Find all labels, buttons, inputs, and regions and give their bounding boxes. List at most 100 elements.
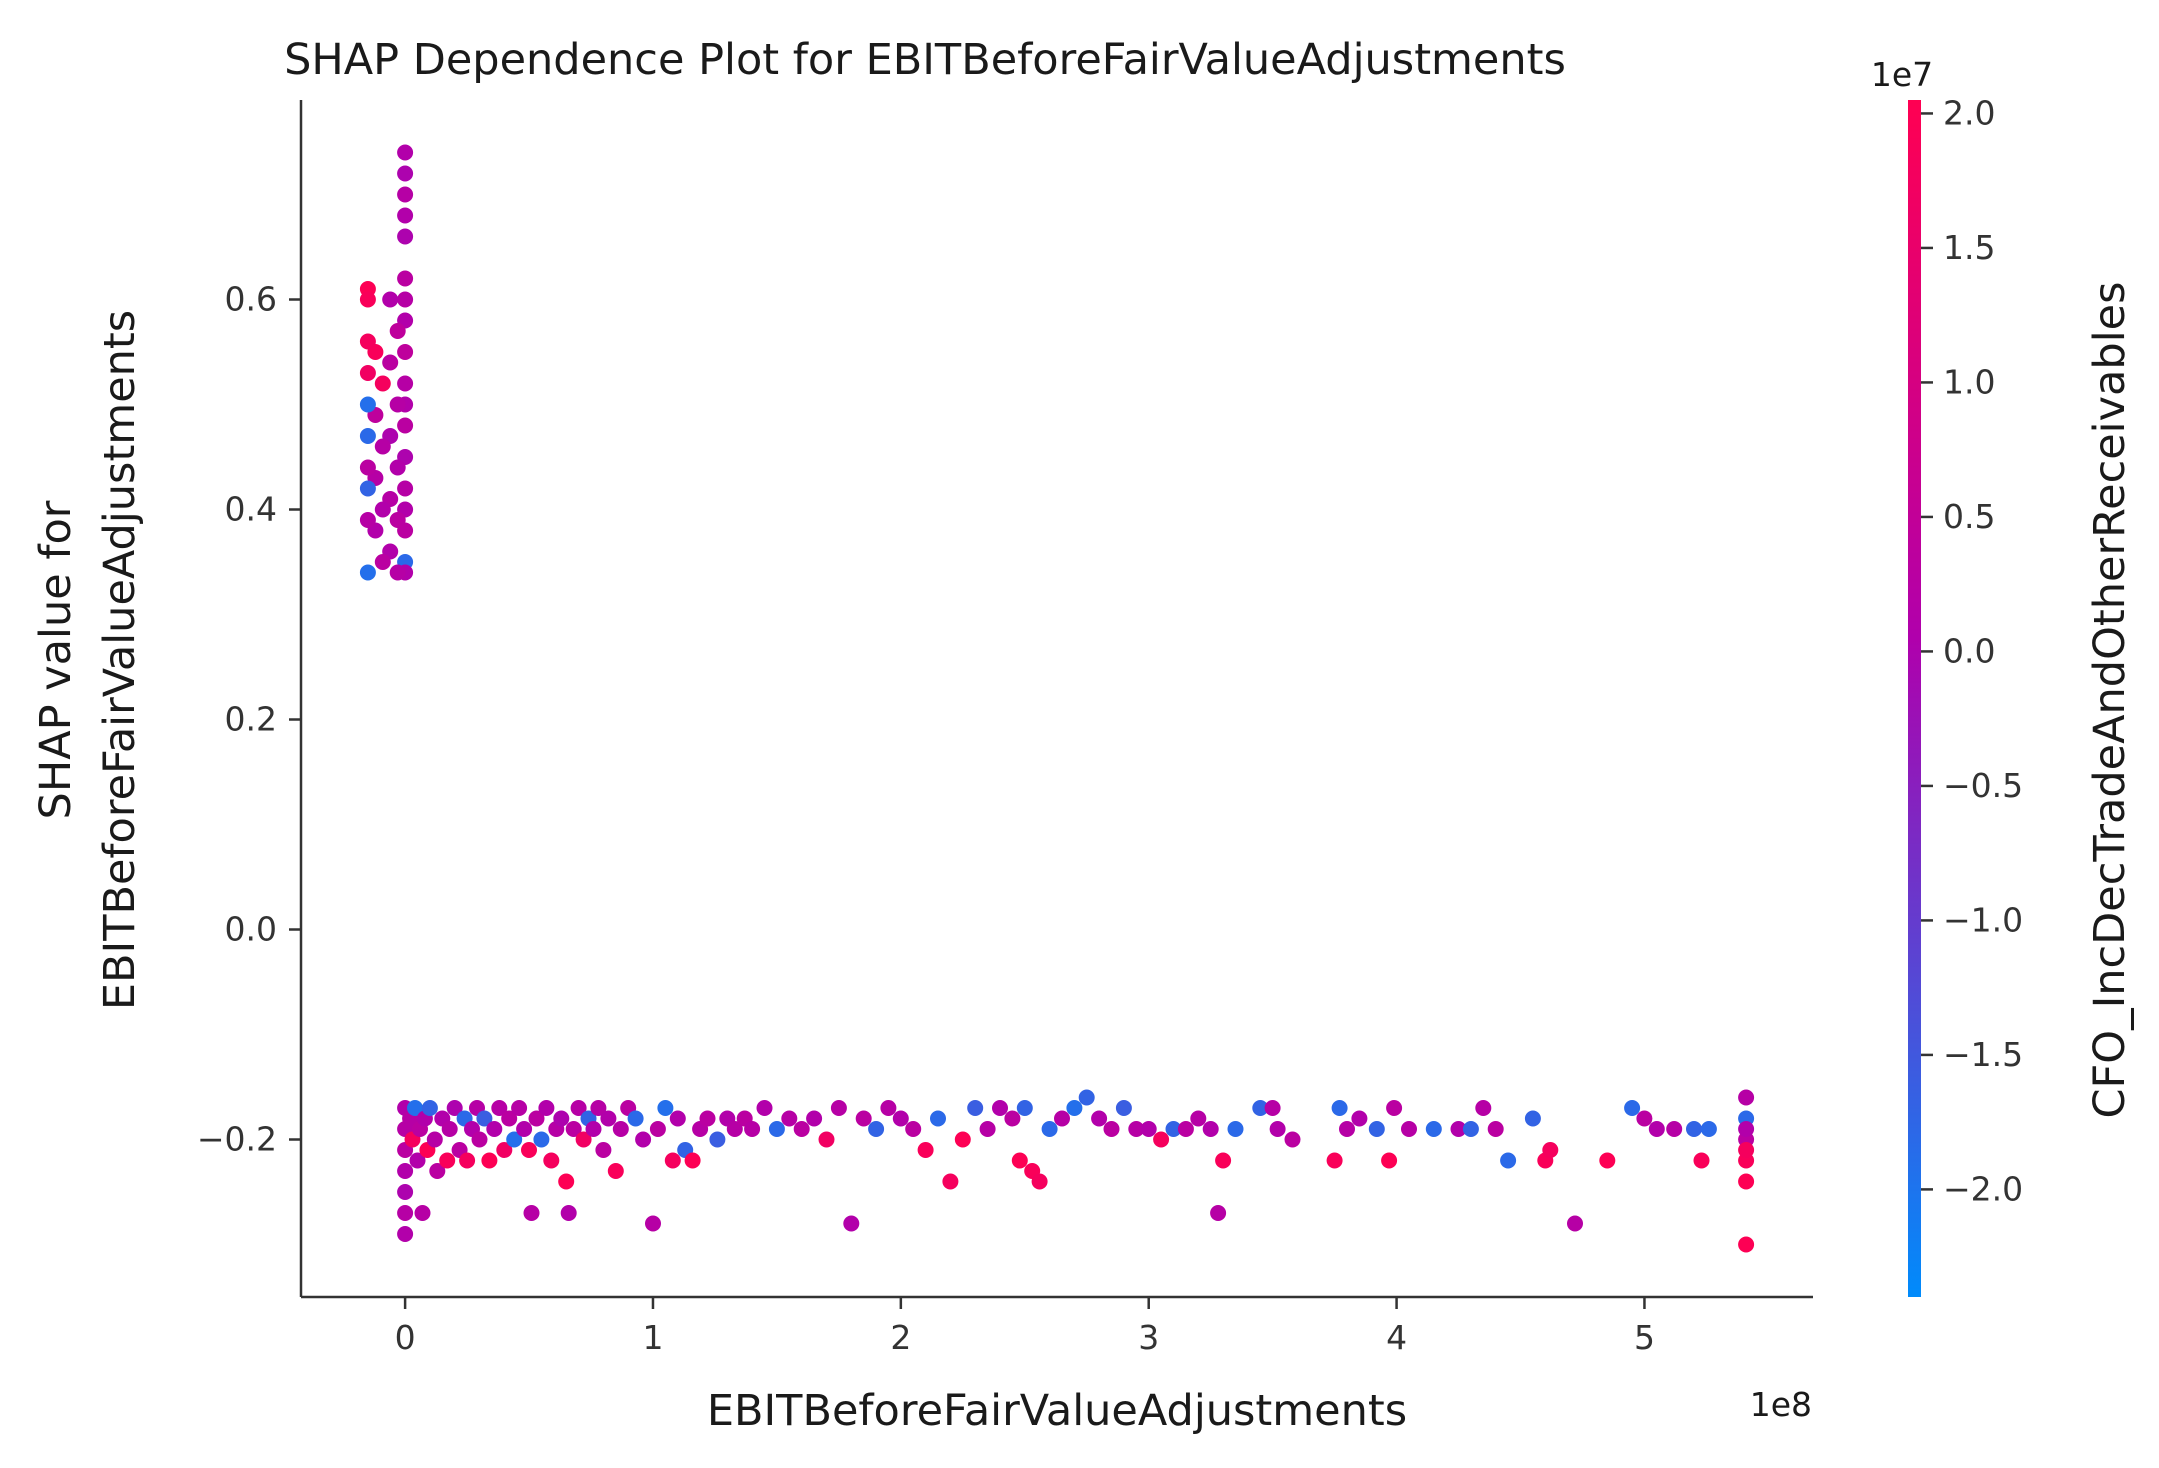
scatter-point	[521, 1142, 537, 1158]
scatter-point	[1165, 1121, 1182, 1137]
scatter-point	[429, 1163, 446, 1179]
scatter-point	[1487, 1121, 1504, 1137]
scatter-point	[930, 1110, 946, 1127]
scatter-point	[1284, 1131, 1301, 1148]
scatter-point	[1004, 1110, 1021, 1127]
scatter-point	[1016, 1100, 1033, 1116]
scatter-point	[511, 1100, 528, 1116]
scatter-point	[830, 1100, 847, 1116]
scatter-point	[657, 1100, 674, 1116]
scatter-point	[409, 1152, 426, 1169]
scatter-point	[1738, 1089, 1755, 1106]
scatter-point	[439, 1152, 456, 1169]
scatter-point	[607, 1163, 624, 1179]
scatter-point	[1401, 1121, 1417, 1137]
scatter-point	[1078, 1089, 1095, 1106]
colorbar-label: CFO_IncDecTradeAndOtherReceivables	[2085, 281, 2135, 1118]
scatter-point	[359, 291, 376, 308]
scatter-point	[1177, 1121, 1194, 1137]
scatter-point	[441, 1121, 458, 1137]
scatter-point	[359, 365, 376, 381]
colorbar-tick-label: −1.0	[1943, 900, 2023, 939]
scatter-point	[382, 291, 399, 308]
scatter-point	[397, 270, 414, 287]
scatter-point	[664, 1152, 681, 1169]
scatter-point	[374, 438, 391, 455]
y-axis-label-line-1: SHAP value for	[31, 500, 81, 819]
scatter-point	[486, 1121, 503, 1137]
scatter-point	[1103, 1121, 1120, 1137]
scatter-point	[1041, 1121, 1058, 1137]
scatter-point	[905, 1121, 922, 1137]
scatter-point	[558, 1173, 575, 1190]
scatter-point	[389, 396, 406, 413]
x-tick-label: 2	[890, 1318, 911, 1357]
x-axis-offset-label: 1e8	[1750, 1385, 1812, 1424]
scatter-point	[880, 1100, 897, 1116]
scatter-point	[389, 323, 406, 339]
scatter-point	[1475, 1100, 1492, 1116]
scatter-point	[843, 1215, 860, 1232]
scatter-point	[855, 1110, 872, 1127]
scatter-point	[1738, 1121, 1755, 1137]
scatter-point	[1368, 1121, 1385, 1137]
scatter-point	[374, 554, 391, 570]
scatter-point	[397, 207, 414, 224]
y-axis-label: SHAP value for EBITBeforeFairValueAdjust…	[31, 310, 145, 1010]
scatter-point	[359, 480, 376, 497]
scatter-point	[590, 1100, 607, 1116]
colorbar-offset-label: 1e7	[1871, 55, 1933, 94]
scatter-point	[1738, 1236, 1755, 1253]
scatter-point	[1227, 1121, 1244, 1137]
scatter-point	[1031, 1173, 1048, 1190]
scatter-point	[421, 1100, 438, 1116]
scatter-point	[565, 1121, 582, 1137]
scatter-point	[1386, 1100, 1403, 1116]
scatter-point	[397, 1226, 414, 1242]
y-tick-label: −0.2	[197, 1120, 277, 1159]
scatter-point	[1542, 1142, 1559, 1158]
scatter-point	[1339, 1121, 1355, 1137]
scatter-point	[374, 501, 391, 518]
scatter-point	[669, 1110, 686, 1127]
scatter-point	[1140, 1121, 1157, 1137]
x-tick-label: 3	[1138, 1318, 1159, 1357]
scatter-point	[595, 1142, 612, 1158]
scatter-point	[1567, 1215, 1583, 1232]
colorbar-tick-label: −0.5	[1943, 766, 2023, 805]
scatter-point	[359, 333, 376, 350]
scatter-point	[1252, 1100, 1269, 1116]
scatter-point	[1738, 1173, 1755, 1190]
scatter-point	[1624, 1100, 1641, 1116]
y-tick-label: 0.2	[225, 700, 277, 739]
scatter-point	[1091, 1110, 1108, 1127]
scatter-point	[1011, 1152, 1028, 1169]
scatter-point	[635, 1131, 652, 1148]
y-tick-label: 0.4	[225, 490, 277, 529]
scatter-point	[992, 1100, 1008, 1116]
scatter-point	[1524, 1110, 1541, 1127]
scatter-point	[389, 459, 406, 476]
scatter-point	[496, 1142, 513, 1158]
scatter-point	[397, 144, 414, 161]
x-tick-label: 5	[1634, 1318, 1655, 1357]
scatter-point	[1636, 1110, 1653, 1127]
scatter-point	[491, 1100, 508, 1116]
colorbar-tick-label: 2.0	[1943, 93, 1995, 132]
scatter-point	[359, 459, 376, 476]
scatter-point	[481, 1152, 498, 1169]
scatter-point	[781, 1110, 798, 1127]
scatter-point	[471, 1131, 488, 1148]
scatter-point	[793, 1121, 810, 1137]
scatter-point	[1666, 1121, 1683, 1137]
scatter-point	[506, 1131, 523, 1148]
scatter-point	[1115, 1100, 1132, 1116]
scatter-point	[1215, 1152, 1232, 1169]
scatter-point	[389, 564, 406, 581]
scatter-point	[1264, 1100, 1281, 1116]
x-tick-label: 0	[395, 1318, 416, 1357]
scatter-point	[459, 1152, 476, 1169]
scatter-point	[1738, 1142, 1755, 1158]
scatter-point	[1693, 1152, 1710, 1169]
